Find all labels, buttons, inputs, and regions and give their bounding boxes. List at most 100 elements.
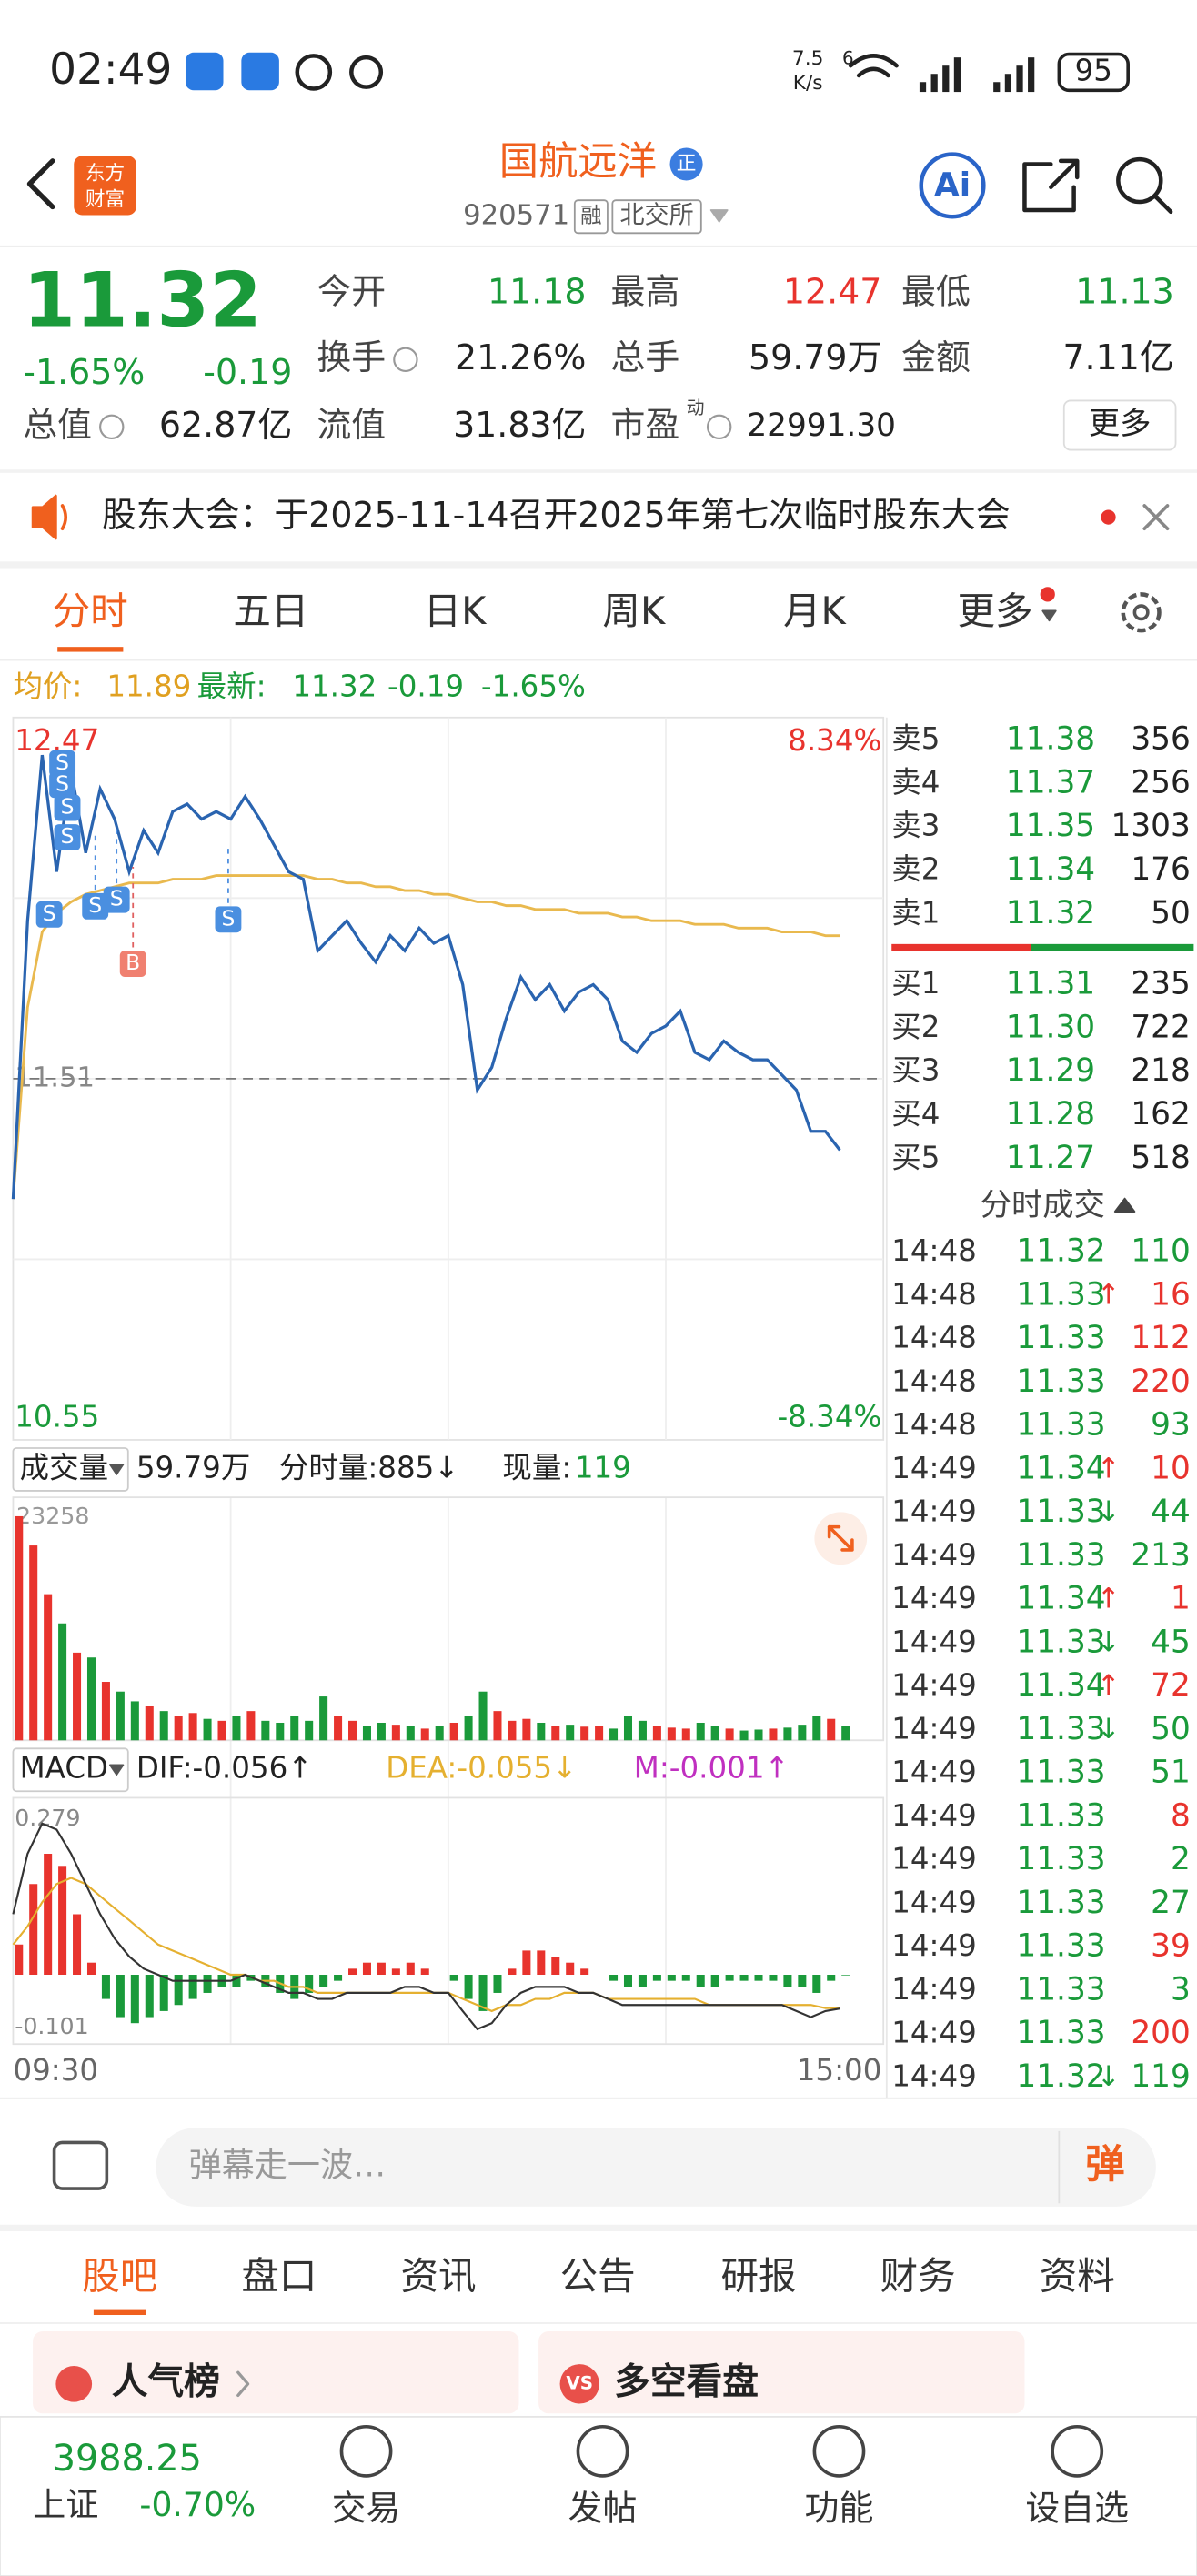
trade-time: 14:49 <box>891 1885 977 1919</box>
trade-arrow: ↑ <box>1097 1670 1121 1702</box>
volume-bar <box>159 1711 168 1741</box>
section-tab[interactable]: 资讯 <box>400 2253 476 2298</box>
trade-price: 11.33 <box>1016 1928 1105 1965</box>
volume-bar <box>391 1725 400 1741</box>
macd-selector[interactable] <box>12 1747 129 1793</box>
back-button[interactable] <box>26 158 55 210</box>
dot <box>1040 587 1055 602</box>
section-tab[interactable]: 公告 <box>560 2253 636 2298</box>
macd-bar <box>739 1975 749 1981</box>
section-tab[interactable]: 研报 <box>720 2253 796 2298</box>
last-change: -0.19 <box>387 669 464 703</box>
ai-button[interactable] <box>919 152 986 219</box>
tab[interactable]: 分时 <box>53 589 128 633</box>
nav-item[interactable]: 设自选 <box>1025 2488 1129 2528</box>
book-price: 11.29 <box>1006 1052 1095 1089</box>
section-tab[interactable]: 财务 <box>880 2253 956 2298</box>
macd-bar <box>73 1914 82 1976</box>
volume-minute: 分时量:885↓ <box>279 1450 459 1484</box>
macd-bar <box>159 1975 168 2011</box>
nav-item[interactable]: 发帖 <box>568 2488 638 2528</box>
macd-bar <box>348 1968 357 1976</box>
book-price: 11.38 <box>1006 721 1095 758</box>
tab[interactable]: 月K <box>783 589 848 633</box>
trade-price: 11.33 <box>1016 2015 1105 2051</box>
nav-icon <box>339 2424 393 2478</box>
volume-bar <box>537 1722 546 1741</box>
trade-price: 11.34 <box>1016 1581 1105 1617</box>
section-underline <box>93 2309 146 2316</box>
book-volume: 518 <box>1131 1140 1190 1176</box>
share-button[interactable] <box>1022 158 1080 213</box>
box <box>0 469 1197 473</box>
signal-bar <box>993 82 1001 93</box>
trade-price: 11.32 <box>1016 2058 1105 2095</box>
section-tab[interactable]: 股吧 <box>82 2253 157 2298</box>
field-value: 7.11亿 <box>1062 337 1173 377</box>
volume-bar <box>203 1718 212 1741</box>
card[interactable] <box>33 2331 519 2414</box>
macd-bar <box>696 1975 705 1987</box>
trade-marker-text: S <box>221 905 235 931</box>
book-volume: 256 <box>1131 764 1190 800</box>
volume-bar <box>449 1722 458 1741</box>
volume-bar <box>623 1716 633 1741</box>
field-label: 最低 <box>901 272 971 312</box>
prev-close-label: 11.51 <box>15 1062 95 1093</box>
notice-text[interactable]: 股东大会：于2025-11-14召开2025年第七次临时股东大会 <box>102 495 1011 535</box>
box <box>0 561 1197 569</box>
macd-bar <box>783 1975 792 1987</box>
macd-max-label: 0.279 <box>15 1805 80 1831</box>
trade-marker-text: S <box>110 886 124 911</box>
trade-volume: 39 <box>1151 1928 1191 1965</box>
tab[interactable]: 周K <box>602 589 667 633</box>
section-tab[interactable]: 资料 <box>1040 2253 1115 2298</box>
card[interactable] <box>538 2331 1025 2414</box>
nav-item[interactable]: 交易 <box>332 2488 401 2528</box>
tab[interactable]: 五日 <box>233 589 308 633</box>
net-speed-unit: K/s <box>793 72 823 95</box>
danmaku-button[interactable]: 弹 <box>1085 2142 1124 2188</box>
avg-value: 11.89 <box>106 669 191 703</box>
more-button[interactable] <box>1062 399 1177 451</box>
trade-marker <box>119 951 146 977</box>
volume-bar <box>478 1691 488 1741</box>
volume-selector[interactable] <box>12 1447 129 1492</box>
trade-time: 14:49 <box>891 1842 977 1877</box>
nav-item[interactable]: 功能 <box>805 2488 874 2528</box>
trade-marker <box>49 750 76 777</box>
book-label: 卖1 <box>891 895 940 930</box>
danmaku-icon[interactable] <box>52 2140 109 2190</box>
macd-bar <box>710 1975 719 1987</box>
volume-bar <box>522 1718 531 1741</box>
trade-marker-text: S <box>61 823 75 849</box>
trade-time: 14:48 <box>891 1277 977 1312</box>
close-button[interactable] <box>1142 504 1170 531</box>
volume-bar <box>15 1515 24 1741</box>
last-label: 最新: <box>197 669 267 703</box>
volume-bar <box>334 1716 343 1741</box>
comment-input[interactable] <box>156 2128 1156 2207</box>
macd-bar <box>464 1975 473 1999</box>
trade-volume: 1 <box>1171 1581 1191 1617</box>
search-button[interactable] <box>1116 156 1163 205</box>
field-value: 11.13 <box>1075 272 1173 312</box>
card-title: 人气榜 <box>112 2360 220 2402</box>
pct-min-label: -8.34% <box>777 1399 881 1434</box>
icon <box>1041 609 1057 622</box>
macd-bar <box>29 1884 38 1976</box>
volume-bar <box>174 1716 183 1741</box>
tab[interactable]: 更多 <box>957 589 1032 633</box>
signal-bar <box>942 65 950 93</box>
tab[interactable]: 日K <box>424 589 488 633</box>
box <box>1031 943 1194 951</box>
settings-button[interactable] <box>1121 592 1162 633</box>
trade-volume: 50 <box>1151 1711 1191 1747</box>
trade-time: 14:48 <box>891 1321 977 1355</box>
field-label: 金额 <box>901 337 971 377</box>
trade-marker <box>82 892 109 920</box>
section-tab[interactable]: 盘口 <box>241 2253 317 2298</box>
macd-bar <box>609 1975 619 1981</box>
macd-label: MACD <box>20 1751 108 1786</box>
